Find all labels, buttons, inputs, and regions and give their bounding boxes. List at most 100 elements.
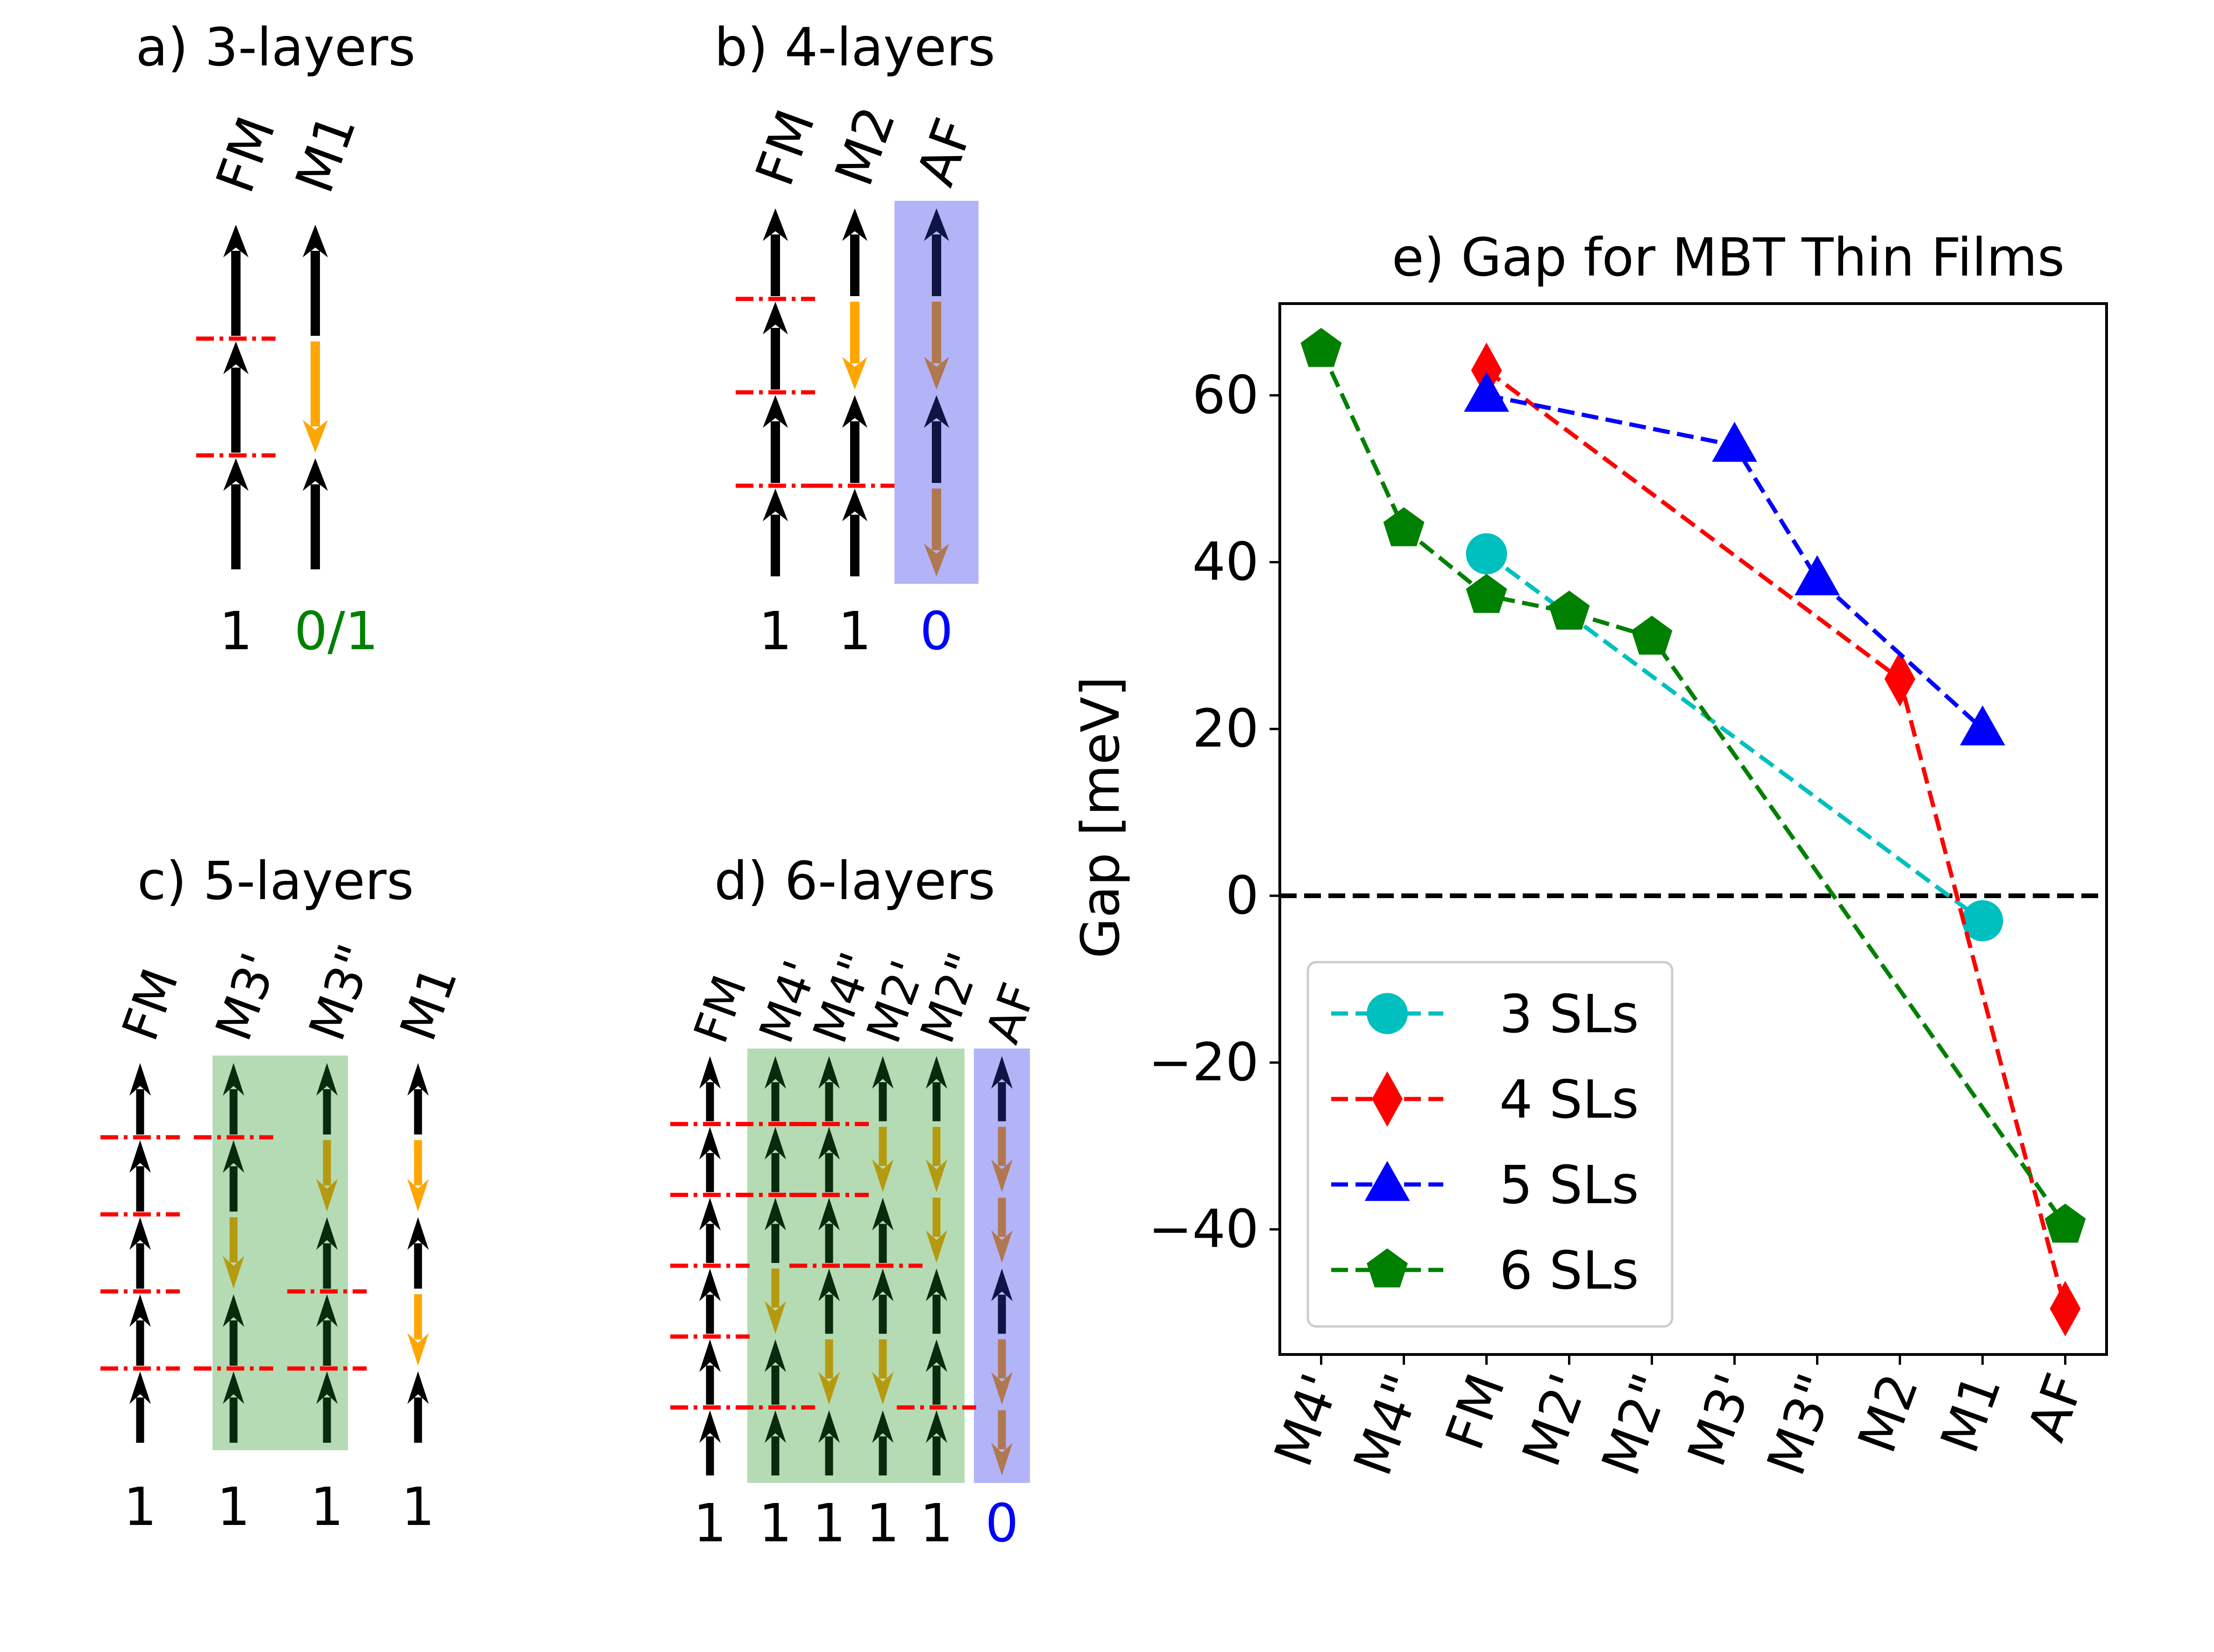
panel-a: FM 1 M1 0/1 bbox=[196, 106, 378, 662]
column-label: M2" bbox=[910, 945, 993, 1050]
spin-arrow-down-head bbox=[316, 1179, 338, 1212]
data-point-triangle bbox=[1712, 421, 1757, 462]
spin-arrow-up-head bbox=[991, 1269, 1013, 1301]
spin-arrow-up-head bbox=[926, 1410, 947, 1443]
spin-arrow-down-head bbox=[765, 1301, 786, 1334]
column-label: M2 bbox=[823, 99, 908, 193]
spin-arrow-up-head bbox=[316, 1217, 338, 1250]
spin-arrow-up-head bbox=[926, 1269, 947, 1301]
column-number: 1 bbox=[693, 1493, 726, 1554]
column-label: FM bbox=[683, 968, 758, 1050]
panel-a-title: a) 3-layers bbox=[136, 17, 416, 78]
spin-arrow-up-head bbox=[699, 1127, 721, 1160]
spin-arrow-up-head bbox=[872, 1056, 894, 1089]
data-point-pentagon bbox=[2044, 1204, 2086, 1243]
spin-arrow-up-head bbox=[129, 1140, 151, 1173]
x-tick-label: M4" bbox=[1342, 1366, 1434, 1483]
spin-arrow-up-head bbox=[699, 1269, 721, 1301]
column-fm: FM 1 bbox=[670, 968, 758, 1554]
column-m4p: M4'1 bbox=[736, 953, 828, 1554]
spin-arrow-up-head bbox=[765, 1198, 786, 1231]
series-6-sls bbox=[1300, 328, 2086, 1243]
column-fm: FM 1 bbox=[100, 961, 190, 1538]
spin-arrow-down-head bbox=[223, 1256, 244, 1289]
spin-arrow-up-head bbox=[818, 1127, 840, 1160]
spin-arrow-up-head bbox=[763, 489, 788, 521]
spin-arrow-down-head bbox=[872, 1159, 894, 1192]
spin-arrow-down-head bbox=[924, 544, 949, 576]
panel-c-title: c) 5-layers bbox=[137, 851, 414, 912]
spin-arrow-up-head bbox=[316, 1371, 338, 1404]
spin-arrow-down-head bbox=[842, 357, 867, 390]
spin-arrow-up-head bbox=[223, 341, 248, 374]
data-point-diamond bbox=[1471, 342, 1502, 398]
y-tick-label: 60 bbox=[1192, 365, 1259, 425]
spin-arrow-up-head bbox=[699, 1056, 721, 1089]
column-label: AF bbox=[975, 976, 1047, 1050]
y-tick-label: 20 bbox=[1192, 699, 1259, 759]
column-m1: M1 0/1 bbox=[284, 106, 378, 662]
column-label: FM bbox=[205, 109, 287, 200]
y-axis-label: Gap [meV] bbox=[1071, 676, 1131, 958]
spin-arrow-up-head bbox=[818, 1056, 840, 1089]
spin-arrow-up-head bbox=[765, 1127, 786, 1160]
spin-arrow-up-head bbox=[223, 458, 248, 491]
data-point-diamond bbox=[2050, 1281, 2081, 1337]
column-number: 1 bbox=[920, 1493, 953, 1554]
y-tick-label: 40 bbox=[1192, 532, 1259, 593]
column-label: FM bbox=[111, 961, 190, 1048]
y-tick-label: −20 bbox=[1149, 1032, 1259, 1093]
spin-arrow-down-head bbox=[407, 1179, 429, 1212]
series-group bbox=[1300, 328, 2086, 1337]
column-number: 1 bbox=[219, 601, 252, 662]
spin-arrow-up-head bbox=[765, 1056, 786, 1089]
spin-arrow-up-head bbox=[699, 1198, 721, 1231]
spin-arrow-up-head bbox=[407, 1063, 429, 1096]
legend-marker-triangle bbox=[1364, 1161, 1410, 1201]
legend-marker-pentagon bbox=[1367, 1248, 1408, 1288]
data-point-circle bbox=[1466, 533, 1507, 574]
column-number: 1 bbox=[866, 1493, 899, 1554]
spin-arrow-down-head bbox=[924, 357, 949, 390]
spin-arrow-down-head bbox=[303, 420, 328, 453]
column-number: 1 bbox=[812, 1493, 845, 1554]
spin-arrow-up-head bbox=[926, 1056, 947, 1089]
spin-arrow-up-head bbox=[699, 1339, 721, 1372]
column-label: M3' bbox=[205, 946, 289, 1048]
legend-marker-diamond bbox=[1372, 1071, 1403, 1127]
spin-arrow-up-head bbox=[991, 1056, 1013, 1089]
panel-b: FM 1 M2 1 AF 0 bbox=[736, 99, 985, 662]
spin-arrow-up-head bbox=[763, 395, 788, 428]
column-number: 1 bbox=[838, 601, 871, 662]
spin-arrow-up-head bbox=[818, 1198, 840, 1231]
column-number: 0 bbox=[985, 1493, 1018, 1554]
x-tick-label: M1 bbox=[1929, 1366, 2013, 1461]
spin-arrow-up-head bbox=[924, 395, 949, 428]
spin-arrow-up-head bbox=[129, 1294, 151, 1327]
spin-arrow-up-head bbox=[223, 1140, 244, 1173]
panel-c: FM 1 M3' 1 M3" 1 M1 1 bbox=[100, 937, 468, 1538]
spin-arrow-down-head bbox=[818, 1372, 840, 1405]
data-point-pentagon bbox=[1466, 574, 1507, 613]
spin-arrow-down-head bbox=[991, 1159, 1013, 1192]
x-tick-label: M2' bbox=[1511, 1366, 1600, 1474]
spin-arrow-up-head bbox=[765, 1410, 786, 1443]
column-number: 0 bbox=[920, 601, 953, 662]
spin-arrow-up-head bbox=[129, 1371, 151, 1404]
spin-arrow-up-head bbox=[763, 302, 788, 334]
spin-arrow-up-head bbox=[129, 1063, 151, 1096]
spin-arrow-up-head bbox=[842, 208, 867, 241]
spin-arrow-up-head bbox=[872, 1198, 894, 1231]
spin-arrow-down-head bbox=[926, 1159, 947, 1192]
data-point-triangle bbox=[1795, 555, 1840, 596]
legend-label: 5 SLs bbox=[1499, 1155, 1639, 1216]
x-tick-label: AF bbox=[2016, 1366, 2095, 1449]
data-point-diamond bbox=[1884, 651, 1916, 707]
legend-label: 3 SLs bbox=[1499, 984, 1639, 1045]
column-number: 1 bbox=[123, 1477, 156, 1538]
spin-arrow-up-head bbox=[699, 1410, 721, 1443]
x-tick-label: M3' bbox=[1676, 1366, 1765, 1474]
